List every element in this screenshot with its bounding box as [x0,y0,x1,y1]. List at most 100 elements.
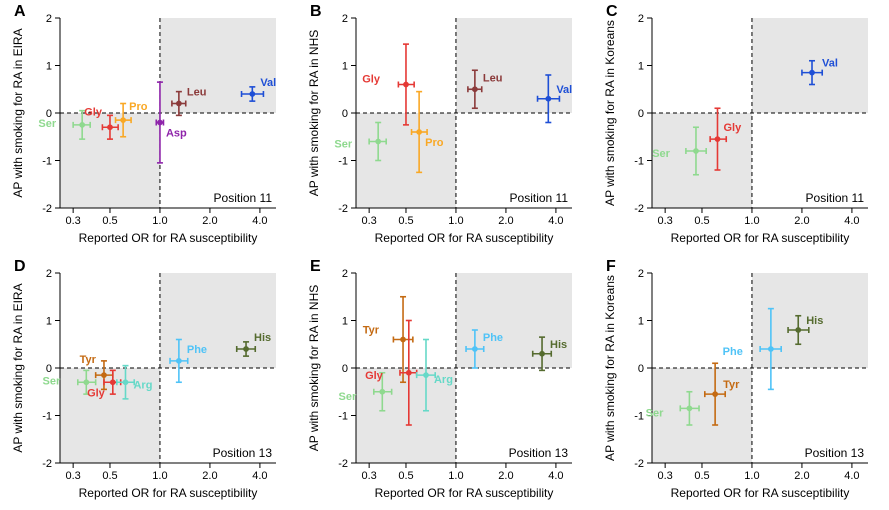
position-label: Position 11 [806,191,865,205]
svg-text:2: 2 [638,268,644,280]
svg-text:0: 0 [46,363,52,375]
svg-text:-2: -2 [338,458,348,470]
point-label-Val: Val [260,77,276,89]
shade-ur [160,273,276,368]
svg-text:2: 2 [638,13,644,25]
panel-letter: D [14,258,26,275]
svg-text:4.0: 4.0 [548,215,563,227]
point-label-Leu: Leu [483,72,503,84]
svg-text:1: 1 [46,316,52,328]
svg-text:0.5: 0.5 [694,215,709,227]
svg-text:4.0: 4.0 [844,470,859,482]
svg-text:4.0: 4.0 [548,470,563,482]
panel-letter: E [310,258,321,275]
panel-B: 0.30.51.02.04.0-2-1012Reported OR for RA… [307,3,572,245]
svg-text:0.5: 0.5 [398,215,413,227]
panel-letter: F [606,258,616,275]
svg-text:0.3: 0.3 [65,215,80,227]
svg-text:0.3: 0.3 [361,470,376,482]
svg-text:2: 2 [342,268,348,280]
svg-text:1.0: 1.0 [152,470,167,482]
panel-letter: A [14,3,26,20]
svg-text:-1: -1 [338,156,348,168]
point-label-Ser: Ser [652,148,670,160]
svg-text:1: 1 [638,316,644,328]
position-label: Position 13 [805,446,865,460]
svg-text:4.0: 4.0 [252,215,267,227]
svg-text:-2: -2 [338,203,348,215]
svg-text:-1: -1 [338,411,348,423]
point-label-His: His [550,339,567,351]
svg-text:0: 0 [638,363,644,375]
panel-F: 0.30.51.02.04.0-2-1012Reported OR for RA… [603,258,868,500]
x-axis-title: Reported OR for RA susceptibility [79,486,258,500]
point-label-Phe: Phe [187,344,207,356]
point-label-Pro: Pro [129,101,148,113]
position-label: Position 11 [510,191,569,205]
svg-text:2.0: 2.0 [794,470,809,482]
point-label-Ser: Ser [43,375,61,387]
svg-text:4.0: 4.0 [252,470,267,482]
point-label-His: His [254,332,271,344]
shade-ll [356,113,456,208]
point-label-Tyr: Tyr [723,379,740,391]
point-label-Gly: Gly [723,122,742,134]
y-axis-title: AP with smoking for RA in EIRA [11,283,25,452]
svg-text:0: 0 [638,108,644,120]
panel-D: 0.30.51.02.04.0-2-1012Reported OR for RA… [11,258,276,500]
svg-text:1.0: 1.0 [152,215,167,227]
shade-ur [752,18,868,113]
point-label-Phe: Phe [723,346,743,358]
svg-text:0.3: 0.3 [361,215,376,227]
svg-text:4.0: 4.0 [844,215,859,227]
svg-text:2: 2 [46,13,52,25]
point-label-Gly: Gly [365,370,384,382]
point-label-Pro: Pro [425,137,444,149]
svg-text:1: 1 [342,61,348,73]
point-label-Leu: Leu [187,87,207,99]
svg-text:0.5: 0.5 [102,470,117,482]
position-label: Position 13 [213,446,273,460]
point-label-Tyr: Tyr [80,354,97,366]
y-axis-title: AP with smoking for RA in Koreans [603,275,617,461]
svg-text:2.0: 2.0 [498,215,513,227]
svg-text:-1: -1 [634,156,644,168]
svg-text:1.0: 1.0 [744,215,759,227]
point-label-Ser: Ser [339,391,357,403]
panel-C: 0.30.51.02.04.0-2-1012Reported OR for RA… [603,3,868,245]
y-axis-title: AP with smoking for RA in NHS [307,285,321,452]
point-label-Ser: Ser [334,139,352,151]
shade-ur [456,273,572,368]
svg-text:2: 2 [46,268,52,280]
svg-text:2.0: 2.0 [498,470,513,482]
point-label-Phe: Phe [483,332,503,344]
svg-text:0.5: 0.5 [694,470,709,482]
svg-text:0.3: 0.3 [657,215,672,227]
x-axis-title: Reported OR for RA susceptibility [79,231,258,245]
svg-text:0: 0 [342,363,348,375]
panel-A: 0.30.51.02.04.0-2-1012Reported OR for RA… [11,3,276,245]
svg-text:-1: -1 [42,156,52,168]
svg-text:2.0: 2.0 [794,215,809,227]
svg-text:0: 0 [342,108,348,120]
svg-text:1.0: 1.0 [448,215,463,227]
svg-text:1: 1 [638,61,644,73]
svg-text:-2: -2 [634,458,644,470]
svg-text:-1: -1 [42,411,52,423]
point-label-Ser: Ser [38,118,56,130]
point-label-Gly: Gly [362,74,381,86]
svg-text:2: 2 [342,13,348,25]
svg-text:1.0: 1.0 [744,470,759,482]
point-label-Ser: Ser [646,407,664,419]
svg-text:-1: -1 [634,411,644,423]
point-label-His: His [806,315,823,327]
point-label-Arg: Arg [133,379,152,391]
point-label-Val: Val [822,58,838,70]
svg-text:1.0: 1.0 [448,470,463,482]
svg-text:1: 1 [342,316,348,328]
position-label: Position 13 [509,446,569,460]
svg-text:-2: -2 [42,203,52,215]
x-axis-title: Reported OR for RA susceptibility [671,231,850,245]
y-axis-title: AP with smoking for RA in EIRA [11,28,25,197]
svg-text:0.3: 0.3 [65,470,80,482]
